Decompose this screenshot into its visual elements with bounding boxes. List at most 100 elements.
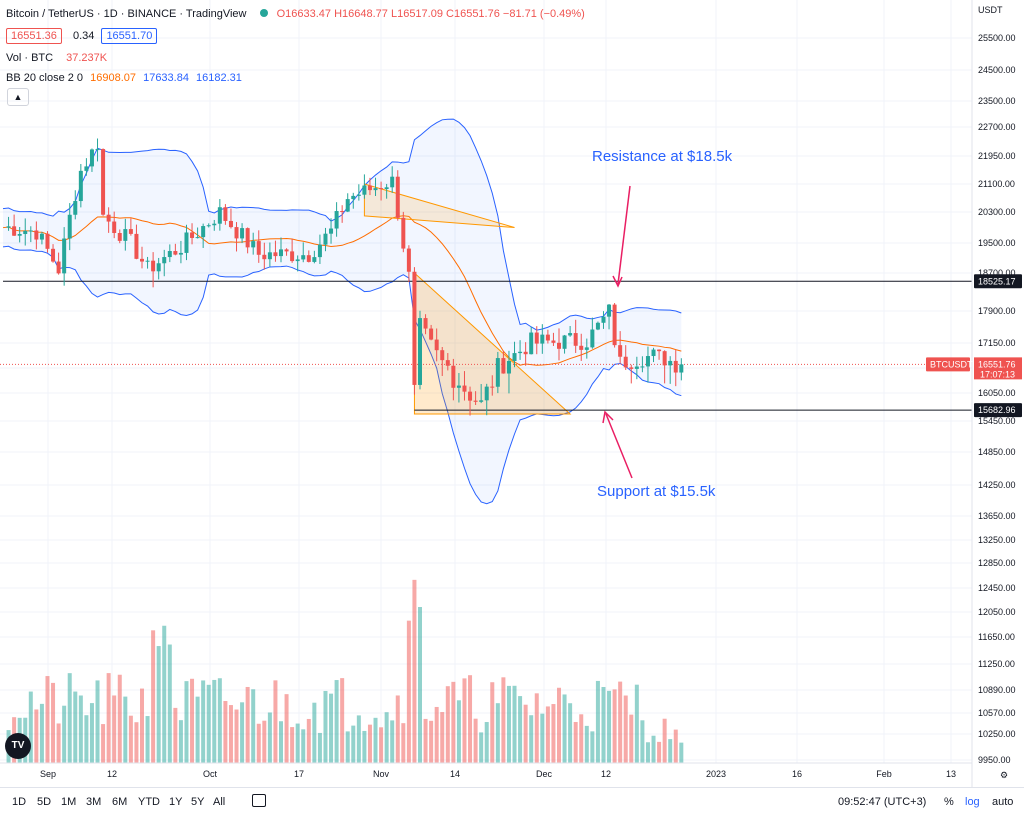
candle-body	[178, 252, 183, 255]
candle-body	[267, 252, 272, 260]
support-price-tag: 15682.96	[978, 405, 1016, 415]
candle-body	[451, 365, 456, 388]
volume-bar	[51, 682, 56, 763]
countdown-tag: 17:07:13	[980, 369, 1015, 379]
price-tick-label: 10250.00	[978, 729, 1016, 739]
percent-toggle[interactable]: %	[944, 796, 954, 808]
volume-label[interactable]: Vol · BTC	[6, 52, 54, 64]
candle-body	[601, 316, 606, 323]
volume-bar	[367, 724, 372, 763]
volume-bar	[607, 690, 612, 763]
time-tick-label: Dec	[536, 769, 553, 779]
timeframe-1y[interactable]: 1Y	[169, 796, 183, 808]
clock-readout[interactable]: 09:52:47 (UTC+3)	[838, 796, 927, 808]
volume-bar	[540, 713, 545, 763]
settings-gear-icon[interactable]: ⚙	[1000, 770, 1008, 780]
candle-body	[379, 188, 384, 190]
resistance-price-tag: 18525.17	[978, 276, 1016, 286]
candle-body	[401, 217, 406, 249]
volume-bar	[279, 721, 283, 763]
candle-body	[495, 358, 500, 387]
timeframe-all[interactable]: All	[213, 796, 226, 808]
candle-body	[67, 214, 72, 239]
candle-body	[518, 351, 523, 354]
volume-bar	[228, 705, 233, 763]
candle-body	[284, 249, 289, 252]
volume-bar	[545, 706, 550, 763]
candle-body	[557, 342, 561, 349]
timeframe-3m[interactable]: 3M	[86, 796, 102, 808]
chevron-up-icon: ▲	[13, 92, 23, 102]
candle-body	[373, 188, 378, 191]
candle-body	[151, 260, 156, 272]
volume-bar	[351, 725, 356, 763]
volume-bar	[356, 715, 361, 763]
candle-body	[39, 233, 44, 240]
volume-bar	[640, 720, 645, 763]
volume-bar	[267, 712, 272, 763]
volume-bar	[206, 684, 211, 763]
time-tick-label: 16	[792, 769, 802, 779]
candle-body	[584, 347, 589, 350]
candle-body	[384, 187, 389, 190]
collapse-legend-button[interactable]: ▲	[7, 88, 29, 106]
timeframe-6m[interactable]: 6M	[112, 796, 128, 808]
auto-scale-toggle[interactable]: auto	[992, 796, 1014, 808]
candle-body	[123, 229, 128, 241]
timeframe-1m[interactable]: 1M	[61, 796, 77, 808]
spread-value: 0.34	[72, 30, 95, 42]
candle-body	[573, 333, 578, 346]
candle-body	[340, 211, 345, 213]
candle-body	[184, 232, 189, 253]
candle-body	[173, 251, 178, 255]
candle-body	[89, 149, 94, 167]
last-price-tag-bg	[974, 357, 1022, 380]
tradingview-logo-icon[interactable]: TV	[5, 733, 31, 759]
price-tick-label: 12050.00	[978, 607, 1016, 617]
candle-body	[351, 195, 356, 200]
candle-body	[512, 353, 517, 361]
candle-body	[434, 339, 439, 351]
candle-body	[490, 386, 495, 388]
volume-bar	[190, 678, 195, 763]
candle-body	[145, 260, 150, 262]
volume-bar	[245, 686, 250, 763]
ticker-tag-bg	[926, 357, 970, 372]
candle-body	[28, 230, 33, 232]
candle-body	[34, 230, 39, 240]
volume-bar	[379, 727, 384, 763]
log-toggle[interactable]: log	[965, 796, 980, 808]
candle-body	[240, 228, 245, 239]
volume-bar	[451, 681, 456, 763]
volume-bar	[334, 680, 339, 763]
timeframe-5d[interactable]: 5D	[37, 796, 52, 808]
volume-bar	[634, 684, 639, 763]
bb-label[interactable]: BB 20 close 2 0	[6, 72, 84, 84]
candle-body	[618, 345, 623, 357]
timeframe-5y[interactable]: 5Y	[191, 796, 205, 808]
candle-body	[445, 360, 450, 366]
candle-body	[629, 367, 634, 369]
candle-body	[590, 329, 595, 348]
volume-bar	[89, 703, 94, 763]
candle-body	[545, 334, 550, 341]
date-range-icon[interactable]	[252, 794, 266, 807]
price-tick-label: 13250.00	[978, 535, 1016, 545]
timeframe-1d[interactable]: 1D	[12, 796, 27, 808]
price-tick-label: 17900.00	[978, 306, 1016, 316]
time-tick-label: 17	[294, 769, 304, 779]
candle-body	[579, 345, 584, 350]
volume-bar	[412, 579, 417, 763]
volume-bar	[345, 731, 350, 763]
volume-bar	[123, 696, 128, 763]
market-open-indicator	[259, 9, 268, 17]
resistance-arrow	[617, 185, 631, 285]
symbol-title[interactable]: Bitcoin / TetherUS · 1D · BINANCE · Trad…	[6, 8, 247, 20]
sell-price-box[interactable]: 16551.36	[6, 28, 62, 44]
volume-bar	[178, 720, 183, 763]
volume-bar	[506, 685, 511, 763]
candle-body	[167, 251, 172, 258]
buy-price-box[interactable]: 16551.70	[101, 28, 158, 44]
timeframe-ytd[interactable]: YTD	[138, 796, 160, 808]
